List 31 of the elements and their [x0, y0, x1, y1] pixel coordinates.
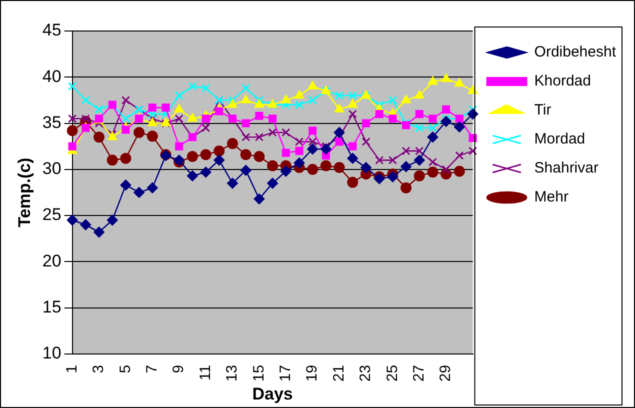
x-tick-label: 13 — [224, 364, 241, 382]
legend-label: Mehr — [534, 188, 568, 206]
legend-label: Tir — [534, 102, 552, 119]
y-tick-label: 25 — [42, 205, 62, 224]
x-tick-label: 7 — [144, 364, 161, 374]
y-tick-label: 40 — [42, 66, 62, 86]
x-tick-label: 23 — [357, 364, 374, 382]
legend-label: Khordad — [534, 72, 591, 90]
x-tick-label: 11 — [196, 364, 214, 380]
x-tick-label: 1 — [63, 364, 80, 374]
x-tick-label: 29 — [437, 364, 454, 382]
y-tick-label: 30 — [42, 159, 62, 178]
x-tick-label: 21 — [330, 364, 348, 382]
x-tick-label: 25 — [384, 364, 401, 382]
x-tick-label: 9 — [170, 364, 188, 374]
legend-label: Mordad — [534, 130, 586, 148]
y-tick-label: 35 — [42, 112, 62, 132]
y-tick-label: 10 — [42, 344, 62, 363]
x-tick-label: 5 — [116, 364, 134, 374]
y-tick-label: 20 — [42, 251, 62, 270]
x-tick-label: 27 — [410, 364, 428, 382]
y-tick-label: 45 — [42, 20, 62, 40]
x-tick-label: 3 — [90, 364, 108, 374]
x-tick-label: 15 — [250, 364, 268, 382]
x-tick-label: 19 — [304, 364, 321, 382]
y-tick-label: 15 — [42, 297, 62, 316]
legend-label: Shahrivar — [534, 160, 598, 177]
x-axis-title: Days — [252, 384, 293, 404]
legend-label: Ordibehesht — [534, 44, 617, 61]
y-axis-title: Temp.(c) — [14, 158, 34, 228]
x-tick-label: 17 — [277, 364, 294, 382]
